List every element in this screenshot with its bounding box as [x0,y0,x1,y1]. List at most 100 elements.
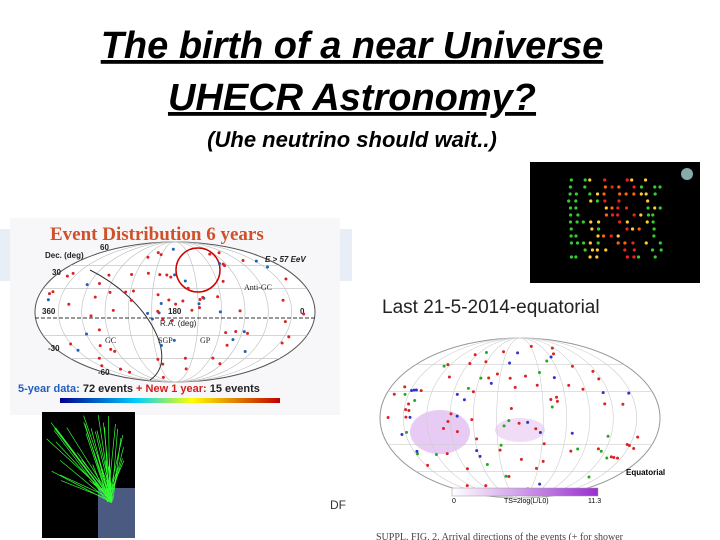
event-dot [403,392,407,396]
event-dot [534,427,538,431]
event-dot [392,392,396,396]
hit [625,255,629,259]
hit [590,227,594,231]
event-dot [231,338,235,342]
event-dot [426,463,430,467]
event-dot [161,375,165,379]
event-dot [156,357,160,361]
event-dot [473,353,477,357]
event-dot [224,331,228,335]
event-dot [109,347,113,351]
hit [574,255,578,259]
event-dots [46,247,306,379]
hit [624,192,628,196]
event-dot [208,252,212,256]
event-dot [632,447,636,451]
colorbar [60,398,280,403]
hit [631,241,635,245]
hit [625,178,629,182]
event-dot [238,309,242,313]
title-line: The birth of a near Universe [101,25,604,67]
hit [595,192,600,196]
event-dot [201,295,205,299]
hit [596,241,600,245]
event-dot [570,364,574,368]
event-dot [484,360,488,364]
event-dot [484,350,488,354]
event-dot [198,298,202,302]
event-dot [159,343,163,347]
event-dot [612,456,616,460]
hit [632,248,636,252]
event-dot [386,416,390,420]
hit [658,241,662,245]
event-dot [526,420,530,424]
event-dot [407,402,411,406]
event-dot [484,484,488,488]
event-dot [455,430,459,434]
legend-plus: + [136,383,142,395]
event-dot [161,362,165,366]
hit [610,213,615,217]
event-dot [625,443,629,447]
event-dot [523,374,527,378]
event-dot [156,251,160,255]
legend-count: 15 events [210,383,260,395]
event-dot [551,352,555,356]
event-dot [552,376,556,380]
event-dot [302,312,306,316]
event-dot [98,344,102,348]
event-dot [184,367,188,371]
hit [623,241,627,245]
event-dot [445,452,449,456]
event-dot [181,299,185,303]
event-dot [517,421,521,425]
event-dot [97,328,101,332]
event-dot [76,348,80,352]
event-dot [441,426,445,430]
logo [681,168,693,180]
grid [43,241,307,383]
event-dot [170,319,174,323]
event-dot [555,395,559,399]
event-dot [462,398,466,402]
right-figure: Last 21-5-2014-equatorial Equatorial 0 T… [345,283,720,540]
hit [581,220,585,224]
event-dot [172,338,176,342]
event-dot [404,408,408,412]
event-dot [65,274,69,278]
event-dot [446,363,450,367]
event-dot [183,356,187,360]
event-dot [67,302,71,306]
event-dot [465,467,469,471]
event-dot [167,298,171,302]
event-dot [508,376,512,380]
detector-image [684,270,700,285]
tick-label: -60 [98,368,110,377]
event-dot [85,283,89,287]
hit [644,241,648,245]
event-dot [538,482,542,486]
event-dot [241,258,245,262]
event-dot [549,355,553,359]
event-dot [124,290,128,294]
event-dot [407,409,411,413]
event-dot [541,459,545,463]
event-dot [89,314,93,318]
hit [602,192,606,196]
hit [658,185,662,189]
event-dot [119,367,123,371]
figure-title: Last 21-5-2014-equatorial [382,297,600,318]
hit [646,206,650,210]
hit [630,227,635,231]
hit [616,213,620,217]
hit [625,227,629,231]
event-dot [550,405,554,409]
hit [603,185,607,189]
hit [652,227,656,231]
event-dot [221,279,225,283]
event-dot [616,456,620,460]
event-dot [146,271,150,275]
event-dot [569,449,573,453]
hit [589,199,593,203]
